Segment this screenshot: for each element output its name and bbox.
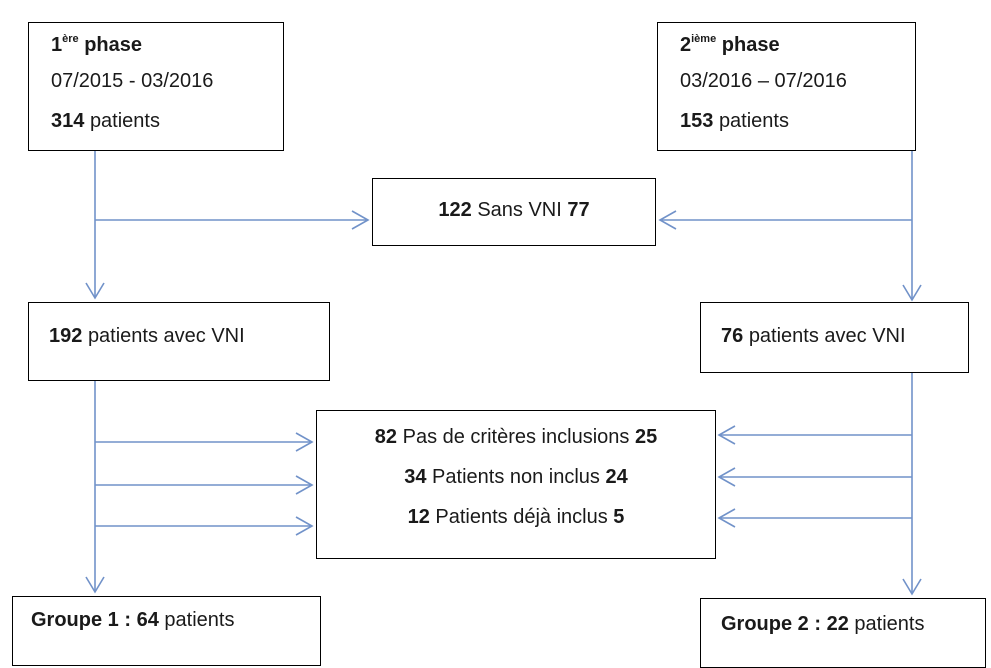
ordinal: 2 bbox=[680, 34, 692, 56]
arrowhead bbox=[717, 467, 736, 487]
count: 192 bbox=[49, 325, 83, 347]
arrowhead bbox=[295, 475, 314, 495]
count-2: 5 bbox=[613, 506, 625, 528]
arrowhead bbox=[85, 576, 105, 594]
arrowhead bbox=[295, 516, 314, 536]
count-label: patients bbox=[89, 110, 160, 132]
phase-title: 2ième phase bbox=[680, 33, 780, 57]
ordinal-suffix: ère bbox=[62, 33, 79, 45]
count-label: patients bbox=[164, 609, 235, 631]
phase-2-box: 2ième phase 03/2016 – 07/2016 153 patien… bbox=[657, 22, 916, 151]
with-vni-line: 76 patients avec VNI bbox=[721, 325, 906, 348]
count-2: 24 bbox=[605, 466, 628, 488]
with-vni-1-box: 192 patients avec VNI bbox=[28, 302, 330, 381]
label: Pas de critères inclusions bbox=[402, 426, 630, 448]
count-1: 82 bbox=[374, 426, 398, 448]
label: Patients déjà inclus bbox=[435, 506, 608, 528]
arrowhead bbox=[85, 282, 105, 300]
count: 64 bbox=[136, 609, 159, 631]
count-1: 12 bbox=[407, 506, 430, 528]
group-line: Groupe 1 : 64 patients bbox=[31, 609, 234, 632]
arrowhead bbox=[717, 508, 736, 528]
exclusion-line: 82 Pas de critères inclusions 25 bbox=[317, 426, 715, 449]
arrows bbox=[85, 150, 922, 596]
arrowhead bbox=[351, 210, 370, 230]
count-2: 25 bbox=[634, 426, 658, 448]
exclusion-line: 12 Patients déjà inclus 5 bbox=[317, 506, 715, 529]
period: 07/2015 - 03/2016 bbox=[51, 70, 214, 92]
exclusions-box: 82 Pas de critères inclusions 25 34 Pati… bbox=[316, 410, 716, 559]
label: patients avec VNI bbox=[748, 325, 906, 347]
group-line: Groupe 2 : 22 patients bbox=[721, 613, 924, 636]
count-line: 153 patients bbox=[680, 110, 789, 133]
label: patients avec VNI bbox=[87, 325, 245, 347]
arrowhead bbox=[658, 210, 677, 230]
count-2: 77 bbox=[567, 199, 590, 221]
phase-1-box: 1ère phase 07/2015 - 03/2016 314 patient… bbox=[28, 22, 284, 151]
ordinal-suffix: ième bbox=[691, 33, 717, 45]
with-vni-line: 192 patients avec VNI bbox=[49, 325, 245, 348]
count-1: 122 bbox=[438, 199, 472, 221]
with-vni-2-box: 76 patients avec VNI bbox=[700, 302, 969, 373]
period: 03/2016 – 07/2016 bbox=[680, 70, 847, 92]
arrowhead bbox=[902, 284, 922, 302]
group-2-box: Groupe 2 : 22 patients bbox=[700, 598, 986, 668]
arrowhead bbox=[717, 425, 736, 445]
without-vni-box: 122 Sans VNI 77 bbox=[372, 178, 656, 246]
count: 153 bbox=[680, 110, 714, 132]
without-vni-line: 122 Sans VNI 77 bbox=[373, 199, 655, 222]
count: 22 bbox=[826, 613, 849, 635]
group-1-box: Groupe 1 : 64 patients bbox=[12, 596, 321, 666]
label: Sans VNI bbox=[477, 199, 562, 221]
exclusion-line: 34 Patients non inclus 24 bbox=[317, 466, 715, 489]
group-label: Groupe 1 : bbox=[31, 609, 132, 631]
arrowhead bbox=[295, 432, 314, 452]
label: Patients non inclus bbox=[432, 466, 600, 488]
phase-title: 1ère phase bbox=[51, 33, 142, 57]
count: 314 bbox=[51, 110, 85, 132]
phase-label: phase bbox=[84, 34, 143, 56]
count-label: patients bbox=[718, 110, 789, 132]
count-line: 314 patients bbox=[51, 110, 160, 133]
phase-label: phase bbox=[721, 34, 780, 56]
count: 76 bbox=[721, 325, 744, 347]
ordinal: 1 bbox=[51, 34, 63, 56]
count-1: 34 bbox=[404, 466, 427, 488]
group-label: Groupe 2 : bbox=[721, 613, 822, 635]
count-label: patients bbox=[854, 613, 925, 635]
arrowhead bbox=[902, 578, 922, 596]
